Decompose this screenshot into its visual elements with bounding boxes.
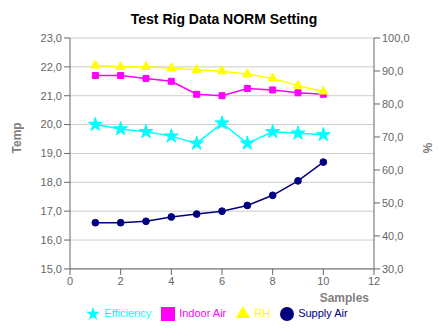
- svg-text:40,0: 40,0: [382, 230, 403, 242]
- html-text:Supply Air: Supply Air: [298, 306, 348, 319]
- svg-text:Temp: Temp: [10, 122, 24, 153]
- svg-text:8: 8: [270, 275, 276, 287]
- svg-text:6: 6: [219, 275, 225, 287]
- svg-text:10: 10: [317, 275, 329, 287]
- html-text:Efficiency: Efficiency: [104, 306, 152, 319]
- svg-text:16,0: 16,0: [41, 234, 62, 246]
- svg-text:%: %: [420, 143, 434, 154]
- svg-text:18,0: 18,0: [41, 176, 62, 188]
- svg-text:19,0: 19,0: [41, 147, 62, 159]
- html-text:Test Rig Data NORM Setting: Test Rig Data NORM Setting: [130, 11, 318, 27]
- svg-text:0: 0: [67, 275, 73, 287]
- svg-text:60,0: 60,0: [382, 164, 403, 176]
- svg-text:80,0: 80,0: [382, 98, 403, 110]
- svg-text:12: 12: [368, 275, 380, 287]
- svg-text:20,0: 20,0: [41, 118, 62, 130]
- html-text:Indoor Air: Indoor Air: [179, 306, 227, 319]
- svg-text:70,0: 70,0: [382, 131, 403, 143]
- svg-text:30,0: 30,0: [382, 263, 403, 275]
- svg-text:23,0: 23,0: [41, 32, 62, 44]
- svg-text:100,0: 100,0: [382, 32, 410, 44]
- svg-text:17,0: 17,0: [41, 205, 62, 217]
- svg-text:4: 4: [168, 275, 174, 287]
- svg-text:22,0: 22,0: [41, 61, 62, 73]
- svg-text:2: 2: [118, 275, 124, 287]
- svg-text:21,0: 21,0: [41, 90, 62, 102]
- html-text:RH: RH: [254, 306, 271, 319]
- svg-text:90,0: 90,0: [382, 65, 403, 77]
- svg-text:15,0: 15,0: [41, 263, 62, 275]
- svg-text:Samples: Samples: [320, 291, 370, 305]
- svg-text:50,0: 50,0: [382, 197, 403, 209]
